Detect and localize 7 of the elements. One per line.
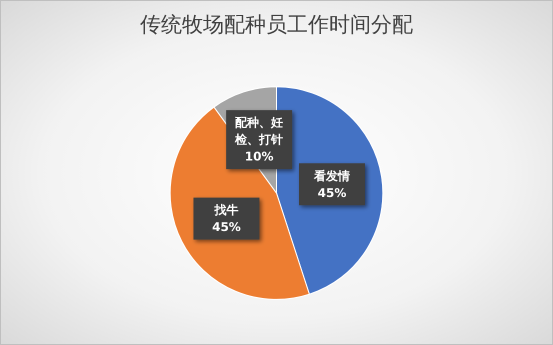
chart-title: 传统牧场配种员工作时间分配 [140, 12, 413, 36]
slice-label: 看发情 [312, 168, 350, 183]
data-label: 45% [212, 220, 241, 234]
slice-label: 找牛 [213, 203, 238, 218]
slice-label: 配种、妊检、打针 [234, 116, 284, 147]
data-label: 10% [244, 150, 274, 164]
data-label: 45% [318, 186, 346, 200]
